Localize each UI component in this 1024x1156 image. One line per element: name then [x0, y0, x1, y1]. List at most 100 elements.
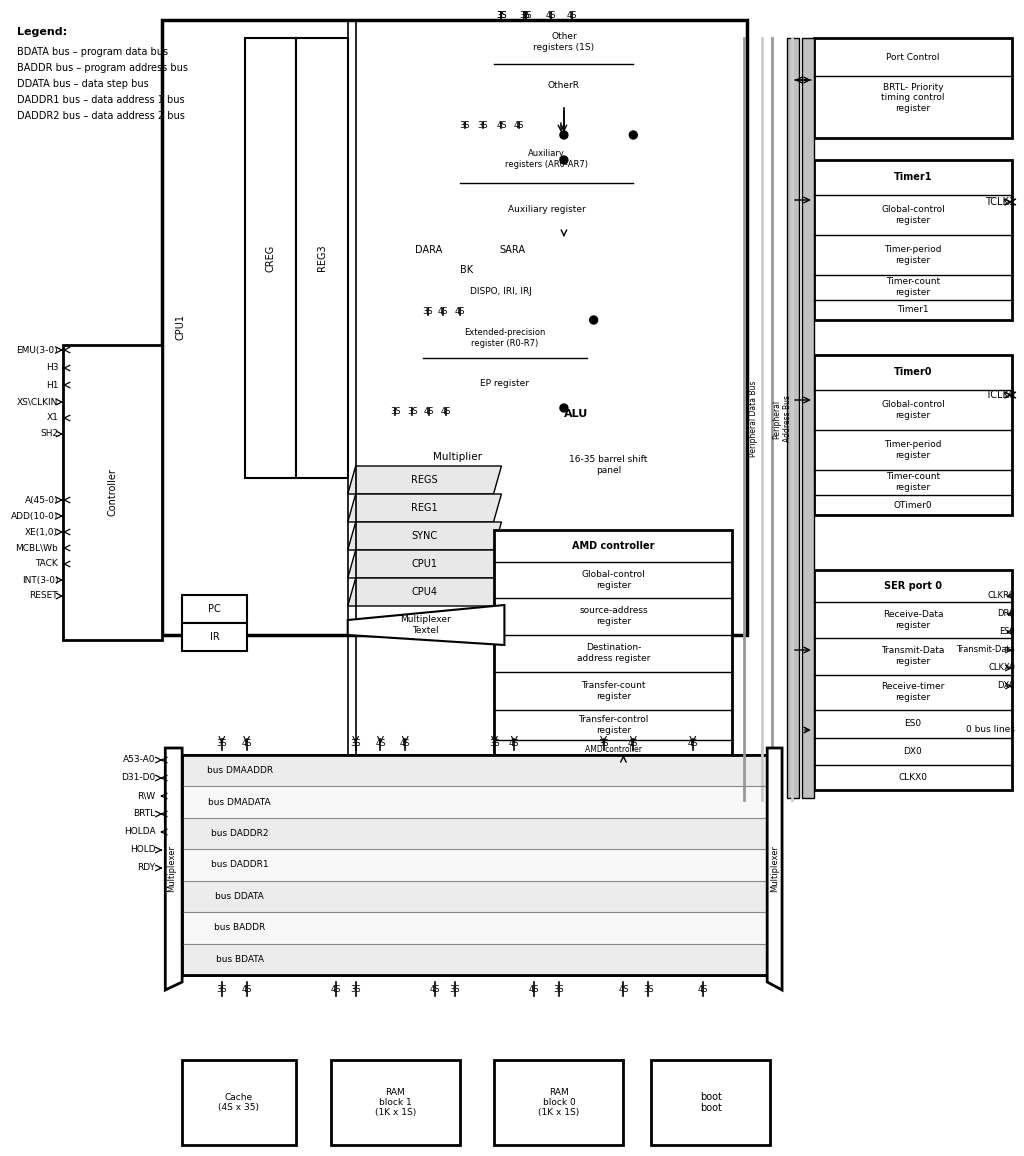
- Bar: [182, 1060, 296, 1144]
- Text: 4S: 4S: [440, 408, 452, 416]
- Text: EMU(3-0): EMU(3-0): [16, 346, 58, 355]
- Text: Timer0: Timer0: [894, 366, 932, 377]
- Text: DX0: DX0: [997, 682, 1015, 690]
- Text: bus BDATA: bus BDATA: [216, 955, 263, 964]
- Text: REG3: REG3: [317, 245, 327, 272]
- Bar: [802, 38, 814, 798]
- Text: Transfer-count
register: Transfer-count register: [582, 681, 646, 701]
- Text: BK: BK: [460, 265, 473, 275]
- Text: 4S: 4S: [546, 10, 556, 20]
- Bar: [814, 570, 1012, 790]
- Text: bus BADDR: bus BADDR: [214, 924, 265, 933]
- Text: ES0: ES0: [999, 628, 1015, 637]
- Text: R\W: R\W: [137, 792, 156, 800]
- Text: INT(3-0): INT(3-0): [22, 576, 58, 585]
- Bar: [296, 38, 348, 477]
- Text: Timer1: Timer1: [897, 305, 929, 314]
- Bar: [529, 395, 624, 434]
- Bar: [182, 881, 767, 912]
- Text: 4S: 4S: [455, 307, 465, 317]
- Text: TACK: TACK: [36, 560, 58, 569]
- Text: PC: PC: [208, 603, 221, 614]
- Text: Auxiliary register: Auxiliary register: [508, 205, 586, 214]
- Text: source-address
register: source-address register: [580, 606, 648, 625]
- Bar: [423, 318, 587, 408]
- Text: Auxiliary
registers (AR0-AR7): Auxiliary registers (AR0-AR7): [505, 149, 588, 169]
- Text: 3S: 3S: [521, 10, 531, 20]
- Text: RAM
block 0
(1K x 1S): RAM block 0 (1K x 1S): [539, 1088, 580, 1118]
- Text: OtherR: OtherR: [548, 82, 580, 90]
- Text: 4S: 4S: [514, 121, 524, 131]
- Text: bus DADDR2: bus DADDR2: [211, 829, 268, 838]
- Text: 4S: 4S: [242, 739, 252, 748]
- Text: Extended-precision
register (R0-R7): Extended-precision register (R0-R7): [464, 328, 546, 348]
- Polygon shape: [348, 550, 502, 578]
- Text: 3S: 3S: [450, 986, 460, 994]
- Text: CLKR0: CLKR0: [988, 592, 1015, 600]
- Text: 3S: 3S: [496, 10, 507, 20]
- Text: DISPO, IRI, IRJ: DISPO, IRI, IRJ: [470, 287, 531, 296]
- Text: Timer-count
register: Timer-count register: [886, 473, 940, 491]
- Bar: [182, 623, 247, 651]
- Text: bus DMADATA: bus DMADATA: [208, 798, 271, 807]
- Text: RAM
block 1
(1K x 1S): RAM block 1 (1K x 1S): [375, 1088, 416, 1118]
- Circle shape: [560, 403, 568, 412]
- Text: DADDR2 bus – data address 2 bus: DADDR2 bus – data address 2 bus: [16, 111, 184, 121]
- Text: SH2: SH2: [40, 430, 58, 438]
- Bar: [495, 1060, 624, 1144]
- Text: 4S: 4S: [437, 307, 449, 317]
- Text: Global-control
register: Global-control register: [881, 206, 945, 224]
- Text: boot
boot: boot boot: [699, 1091, 722, 1113]
- Circle shape: [560, 131, 568, 139]
- Polygon shape: [348, 494, 502, 523]
- Bar: [182, 755, 767, 975]
- Text: SARA: SARA: [500, 245, 525, 255]
- Text: Timer-period
register: Timer-period register: [884, 440, 942, 460]
- Polygon shape: [475, 237, 549, 262]
- Text: CPU1: CPU1: [412, 560, 437, 569]
- Text: DADDR1 bus – data address 1 bus: DADDR1 bus – data address 1 bus: [16, 95, 184, 105]
- Text: RESET: RESET: [30, 592, 58, 600]
- Text: CLKX0: CLKX0: [898, 772, 928, 781]
- Text: 3S: 3S: [350, 739, 361, 748]
- Text: 16-35 barrel shift
panel: 16-35 barrel shift panel: [569, 455, 648, 475]
- Text: EP register: EP register: [480, 378, 529, 387]
- Bar: [182, 595, 247, 623]
- Bar: [814, 160, 1012, 320]
- Bar: [182, 786, 767, 817]
- Text: DX0: DX0: [903, 747, 923, 756]
- Text: ES0: ES0: [904, 719, 922, 728]
- Text: CLKX0: CLKX0: [988, 664, 1015, 673]
- Text: OTimer0: OTimer0: [894, 501, 932, 510]
- Text: 3S: 3S: [407, 408, 418, 416]
- Text: CPU1: CPU1: [175, 314, 185, 341]
- Text: CPU4: CPU4: [412, 587, 437, 596]
- Text: X1: X1: [46, 414, 58, 422]
- Text: AMD controller: AMD controller: [572, 541, 654, 551]
- Bar: [163, 20, 748, 635]
- Text: 3S: 3S: [598, 739, 609, 748]
- Bar: [495, 20, 633, 108]
- Text: Transfer-control
register: Transfer-control register: [579, 716, 648, 735]
- Bar: [182, 943, 767, 975]
- Circle shape: [560, 156, 568, 164]
- Text: 4S: 4S: [331, 986, 341, 994]
- Text: bus DMAADDR: bus DMAADDR: [207, 766, 272, 776]
- Text: Port Control: Port Control: [886, 53, 940, 62]
- Bar: [245, 38, 296, 477]
- Text: 4S: 4S: [242, 986, 252, 994]
- Text: Timer-count
register: Timer-count register: [886, 277, 940, 297]
- Polygon shape: [348, 605, 505, 645]
- Polygon shape: [395, 237, 465, 262]
- Bar: [814, 355, 1012, 516]
- Text: 4S: 4S: [697, 986, 708, 994]
- Text: 4S: 4S: [400, 739, 411, 748]
- Bar: [331, 1060, 460, 1144]
- Text: 3S: 3S: [489, 739, 500, 748]
- Text: D31-D0: D31-D0: [121, 773, 156, 783]
- Text: HOLD: HOLD: [130, 845, 156, 854]
- Text: 4S: 4S: [566, 10, 578, 20]
- Bar: [495, 529, 732, 759]
- Bar: [182, 817, 767, 850]
- Text: Timer1: Timer1: [894, 172, 932, 181]
